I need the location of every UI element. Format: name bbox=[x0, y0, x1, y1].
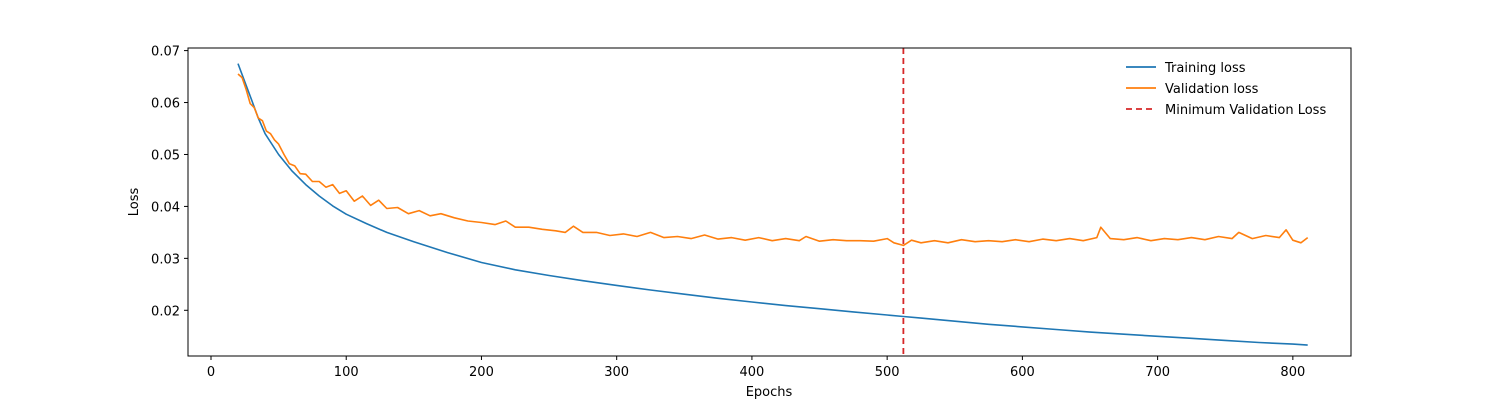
x-tick-label: 200 bbox=[469, 365, 494, 380]
legend-label: Minimum Validation Loss bbox=[1165, 103, 1326, 118]
x-axis: 0 100 200 300 400 500 600 700 800 bbox=[207, 356, 1305, 380]
legend-label: Validation loss bbox=[1165, 82, 1259, 97]
x-tick-label: 100 bbox=[334, 365, 359, 380]
y-tick-label: 0.04 bbox=[151, 200, 180, 215]
x-tick-label: 0 bbox=[207, 365, 215, 380]
x-tick-label: 400 bbox=[740, 365, 765, 380]
x-tick-label: 800 bbox=[1280, 365, 1305, 380]
y-tick-label: 0.06 bbox=[151, 97, 180, 112]
series-line-training-loss bbox=[237, 63, 1308, 346]
x-tick-label: 300 bbox=[604, 365, 629, 380]
x-tick-label: 500 bbox=[875, 365, 900, 380]
y-tick-label: 0.07 bbox=[151, 45, 180, 60]
y-tick-label: 0.02 bbox=[151, 304, 180, 319]
plot-frame bbox=[187, 47, 1352, 357]
x-axis-label: Epochs bbox=[746, 385, 793, 400]
y-axis: 0.02 0.03 0.04 0.05 0.06 0.07 bbox=[151, 45, 188, 319]
plot-area bbox=[237, 48, 1309, 356]
x-tick-label: 600 bbox=[1010, 365, 1035, 380]
y-tick-label: 0.05 bbox=[151, 148, 180, 163]
series-line-validation-loss bbox=[237, 73, 1309, 247]
y-tick-label: 0.03 bbox=[151, 252, 180, 267]
legend-label: Training loss bbox=[1164, 61, 1246, 76]
y-axis-label: Loss bbox=[127, 188, 142, 217]
x-tick-label: 700 bbox=[1145, 365, 1170, 380]
legend: Training loss Validation loss Minimum Vali… bbox=[1126, 61, 1326, 118]
